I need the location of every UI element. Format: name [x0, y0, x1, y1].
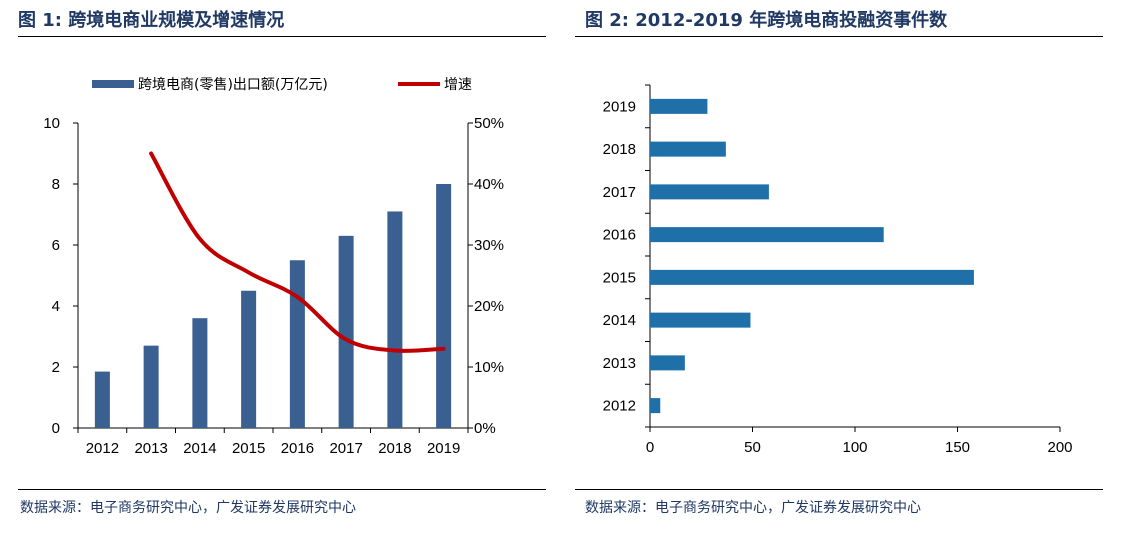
x-axis-tick-label: 50: [744, 439, 761, 456]
bar-events-2012: [650, 398, 661, 414]
right-axis-tick-label: 10%: [474, 359, 504, 376]
bar-export-2018: [387, 211, 403, 428]
bar-export-2017: [338, 235, 354, 428]
figure-2-bottom-rule: [575, 489, 1103, 490]
left-axis-tick-label: 0: [52, 420, 60, 437]
left-axis-tick-label: 8: [52, 176, 60, 193]
y-axis-tick-label: 2016: [603, 227, 636, 244]
x-axis-tick-label: 0: [646, 439, 654, 456]
bar-export-2014: [192, 318, 208, 428]
x-axis-tick-label: 150: [945, 439, 970, 456]
bar-events-2018: [650, 141, 726, 157]
figure-1-bottom-rule: [18, 489, 546, 490]
bar-events-2015: [650, 269, 974, 285]
left-axis-tick-label: 6: [52, 237, 60, 254]
figure-2-source: 数据来源：电子商务研究中心，广发证券发展研究中心: [585, 500, 921, 516]
figure-2-panel: 图 2: 2012-2019 年跨境电商投融资事件数 2019 2018 2017 2…: [575, 0, 1131, 544]
right-axis-tick-label: 20%: [474, 298, 504, 315]
y-axis-tick-label: 2017: [603, 184, 636, 201]
bar-export-2016: [289, 260, 305, 428]
bar-export-2012: [94, 371, 110, 428]
y-axis-tick-label: 2012: [603, 398, 636, 415]
legend-label-export: 跨境电商(零售)出口额(万亿元): [138, 77, 328, 93]
x-axis-tick-label: 200: [1047, 439, 1072, 456]
bar-export-2019: [436, 184, 452, 428]
bar-events-2019: [650, 98, 708, 114]
x-axis-tick-label: 2018: [378, 440, 411, 457]
y-axis-tick-label: 2019: [603, 98, 636, 115]
chart-2-svg: 2019 2018 2017 2016 2015 2014 2013 2012 0 50 100 15…: [603, 84, 1073, 456]
bar-events-2017: [650, 184, 769, 200]
figure-1-top-rule: [18, 36, 546, 37]
figure-1-title: 图 1: 跨境电商业规模及增速情况: [18, 10, 285, 31]
figure-1-source: 数据来源：电子商务研究中心，广发证券发展研究中心: [20, 500, 356, 516]
bar-events-2016: [650, 227, 884, 243]
bar-export-2013: [143, 345, 159, 428]
growth-rate-line: [149, 151, 446, 353]
bar-export-2015: [241, 290, 257, 428]
right-axis-tick-label: 50%: [474, 115, 504, 132]
x-axis-tick-label: 2012: [86, 440, 119, 457]
right-axis-tick-label: 0%: [474, 420, 496, 437]
right-axis-tick-label: 40%: [474, 176, 504, 193]
left-axis-tick-label: 10: [43, 115, 60, 132]
x-axis-tick-label: 2019: [427, 440, 460, 457]
bar-events-2013: [650, 355, 685, 371]
x-axis-tick-label: 2014: [183, 440, 216, 457]
figure-2-title: 图 2: 2012-2019 年跨境电商投融资事件数: [585, 10, 948, 31]
bar-events-2014: [650, 312, 751, 328]
chart-1-svg: 0 2 4 6 8 10 0% 10% 20% 30% 40% 50% 2012 2013 2014 2015…: [43, 77, 504, 457]
right-axis-tick-label: 30%: [474, 237, 504, 254]
x-axis-tick-label: 2013: [134, 440, 167, 457]
figure-2-top-rule: [575, 36, 1103, 37]
legend-swatch-export: [92, 80, 134, 88]
figure-1-panel: 图 1: 跨境电商业规模及增速情况 0 2 4 6 8 10 0% 10% 20% 30% 40% 5…: [0, 0, 560, 544]
x-axis-tick-label: 2017: [329, 440, 362, 457]
x-axis-tick-label: 2015: [232, 440, 265, 457]
legend-label-growth: 增速: [444, 77, 472, 93]
y-axis-tick-label: 2015: [603, 269, 636, 286]
x-axis-tick-label: 100: [842, 439, 867, 456]
left-axis-tick-label: 2: [52, 359, 60, 376]
y-axis-tick-label: 2018: [603, 141, 636, 158]
x-axis-tick-label: 2016: [281, 440, 314, 457]
y-axis-tick-label: 2013: [603, 355, 636, 372]
left-axis-tick-label: 4: [52, 298, 60, 315]
y-axis-tick-label: 2014: [603, 312, 636, 329]
